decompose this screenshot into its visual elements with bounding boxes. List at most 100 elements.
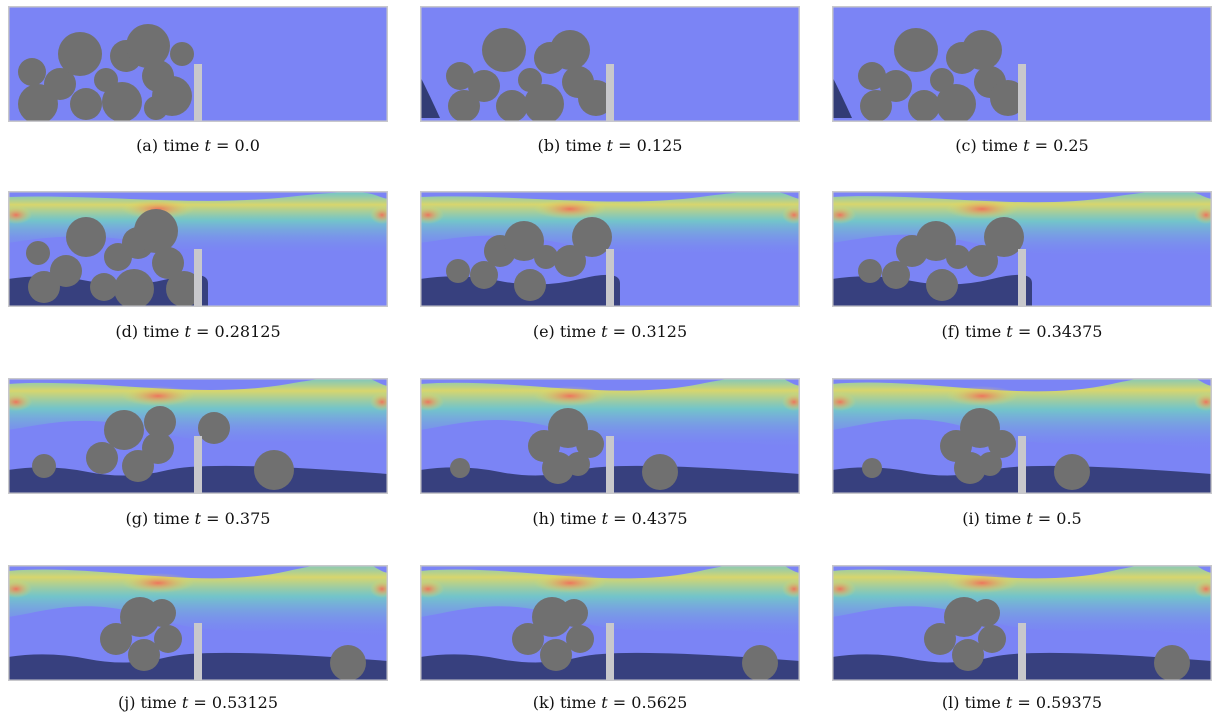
- caption-prefix: time: [153, 509, 190, 528]
- obstacle-wall: [194, 623, 202, 681]
- caption-symbol: t: [1005, 693, 1013, 712]
- outlet-peak: [1194, 393, 1212, 411]
- particle: [880, 70, 912, 102]
- caption-label: (b): [537, 136, 561, 155]
- caption-label: (g): [125, 509, 149, 528]
- particle: [642, 454, 678, 490]
- outlet-peak: [782, 393, 800, 411]
- caption-label: (i): [962, 509, 980, 528]
- velocity-peak: [946, 199, 1018, 219]
- caption-prefix: time: [560, 693, 597, 712]
- caption-prefix: time: [565, 136, 602, 155]
- particle: [1154, 645, 1190, 681]
- caption-d: (d) time t = 0.28125: [115, 322, 281, 341]
- simulation-frame: [8, 378, 388, 494]
- particle: [66, 217, 106, 257]
- particle: [28, 271, 60, 303]
- panel-g: [8, 378, 388, 494]
- caption-value: 0.34375: [1036, 322, 1103, 341]
- panel-i: [832, 378, 1212, 494]
- caption-prefix: time: [965, 322, 1002, 341]
- caption-b: (b) time t = 0.125: [537, 136, 683, 155]
- obstacle-wall: [606, 249, 614, 307]
- particle: [1054, 454, 1090, 490]
- obstacle-wall: [1018, 249, 1026, 307]
- particle: [882, 261, 910, 289]
- caption-symbol: t: [1023, 136, 1030, 155]
- velocity-jet: [832, 191, 1212, 259]
- caption-c: (c) time t = 0.25: [955, 136, 1089, 155]
- caption-prefix: time: [559, 322, 597, 341]
- obstacle-wall: [1018, 623, 1026, 681]
- caption-value: 0.0: [234, 136, 260, 155]
- velocity-jet: [420, 565, 800, 639]
- velocity-peak: [122, 573, 194, 593]
- caption-value: 0.25: [1053, 136, 1089, 155]
- velocity-jet: [832, 378, 1212, 452]
- caption-label: (e): [532, 322, 555, 341]
- caption-prefix: time: [984, 509, 1022, 528]
- inlet-peak: [8, 393, 32, 411]
- particle: [952, 639, 984, 671]
- caption-prefix: time: [143, 322, 180, 341]
- particle: [946, 245, 970, 269]
- caption-l: (l) time t = 0.59375: [941, 693, 1103, 712]
- particle: [542, 452, 574, 484]
- particle: [128, 639, 160, 671]
- particle: [450, 458, 470, 478]
- inlet-peak: [832, 393, 856, 411]
- sediment-layer: [420, 76, 440, 118]
- particle: [972, 599, 1000, 627]
- velocity-jet: [832, 565, 1212, 639]
- particle: [514, 269, 546, 301]
- particle: [860, 90, 892, 122]
- particle: [446, 259, 470, 283]
- obstacle-wall: [1018, 436, 1026, 494]
- particle: [936, 84, 976, 122]
- caption-value: 0.375: [224, 509, 271, 528]
- velocity-peak: [122, 386, 194, 406]
- caption-symbol: t: [606, 136, 614, 155]
- particle: [576, 430, 604, 458]
- caption-symbol: t: [184, 322, 191, 341]
- simulation-frame: [832, 6, 1212, 122]
- particle: [114, 269, 154, 307]
- velocity-peak: [534, 573, 606, 593]
- particle: [924, 623, 956, 655]
- particle: [962, 30, 1002, 70]
- particle: [966, 245, 998, 277]
- velocity-jet: [420, 191, 800, 257]
- outlet-peak: [782, 206, 800, 224]
- caption-symbol: t: [601, 509, 609, 528]
- particle: [504, 221, 544, 261]
- particle: [858, 62, 886, 90]
- velocity-peak: [122, 199, 194, 219]
- caption-i: (i) time t = 0.5: [962, 509, 1082, 528]
- particle: [572, 217, 612, 257]
- caption-label: (l): [941, 693, 960, 712]
- inlet-peak: [832, 206, 856, 224]
- caption-label: (h): [532, 509, 556, 528]
- particle: [524, 84, 564, 122]
- velocity-peak: [534, 386, 606, 406]
- particle: [540, 639, 572, 671]
- caption-e: (e) time t = 0.3125: [532, 322, 688, 341]
- particle: [170, 42, 194, 66]
- particle: [926, 269, 958, 301]
- obstacle-wall: [194, 249, 202, 307]
- caption-value: 0.5625: [631, 693, 688, 712]
- particle: [58, 32, 102, 76]
- caption-k: (k) time t = 0.5625: [532, 693, 688, 712]
- caption-a: (a) time t = 0.0: [136, 136, 260, 155]
- outlet-peak: [370, 393, 388, 411]
- caption-value: 0.4375: [631, 509, 688, 528]
- particle: [448, 90, 480, 122]
- particle: [152, 247, 184, 279]
- particle: [148, 599, 176, 627]
- obstacle-wall: [606, 64, 614, 122]
- inlet-peak: [420, 580, 444, 598]
- particle: [862, 458, 882, 478]
- caption-value: 0.59375: [1035, 693, 1103, 712]
- caption-label: (k): [532, 693, 555, 712]
- particle: [894, 28, 938, 72]
